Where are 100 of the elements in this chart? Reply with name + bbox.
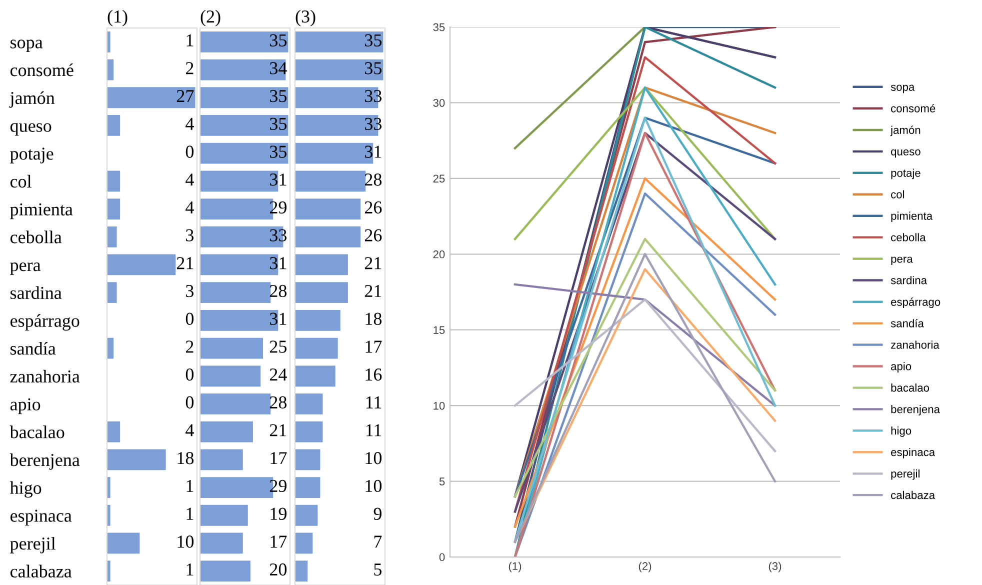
bar (295, 366, 336, 387)
legend-label: cebolla (891, 233, 926, 242)
data-label: 5 (374, 564, 382, 576)
bar (295, 254, 348, 276)
bar (295, 532, 313, 554)
data-label: 4 (186, 424, 194, 436)
bar (295, 394, 323, 414)
data-label: 21 (270, 424, 286, 436)
bar (200, 532, 243, 554)
bar (200, 87, 288, 108)
bar (107, 532, 140, 554)
y-tick-label: 20 (433, 250, 445, 258)
data-label: 10 (366, 480, 382, 492)
data-label: 11 (366, 424, 382, 436)
legend-label: pimienta (891, 212, 933, 222)
data-label: 0 (186, 312, 194, 325)
y-tick-label: queso (10, 123, 52, 136)
legend-label: higo (891, 426, 912, 437)
data-label: 27 (176, 90, 194, 102)
bar (107, 31, 110, 52)
data-label: 26 (364, 201, 382, 214)
legend-label: berenjena (891, 405, 940, 416)
bar (107, 449, 166, 470)
legend-label: sandía (890, 319, 924, 328)
data-label: 26 (364, 229, 382, 242)
bar (107, 115, 120, 136)
bar (200, 366, 261, 387)
bar (200, 338, 264, 359)
chart-title: (1) (108, 10, 128, 26)
data-label: 4 (186, 201, 194, 214)
data-label: 35 (270, 90, 287, 102)
data-label: 10 (178, 536, 194, 548)
y-tick-label: bacalao (10, 426, 64, 438)
bar (107, 226, 117, 248)
y-tick-label: col (10, 174, 32, 188)
x-tick-label: (2) (638, 562, 652, 572)
data-label: 17 (270, 536, 287, 548)
bar (200, 394, 271, 414)
data-label: 1 (186, 480, 194, 492)
data-label: 25 (270, 340, 287, 353)
data-label: 18 (366, 312, 382, 325)
bar (295, 282, 348, 304)
x-tick-label: (1) (508, 562, 522, 572)
bar (295, 477, 320, 498)
bar (200, 59, 286, 80)
y-tick-label: espárrago (10, 314, 80, 331)
legend-label: zanahoria (891, 340, 940, 349)
y-tick-label: zanahoria (10, 370, 80, 383)
bar (295, 226, 361, 248)
data-label: 0 (186, 368, 194, 381)
data-label: 24 (270, 368, 287, 380)
legend-label: espinaca (891, 448, 936, 458)
chart-title: (2) (200, 10, 220, 26)
bar (107, 560, 110, 582)
data-label: 21 (364, 284, 382, 297)
legend-label: pera (891, 256, 913, 265)
legend-label: calabaza (891, 490, 936, 500)
y-tick-label: apio (10, 398, 40, 414)
bar (200, 560, 250, 582)
legend-label: jamón (890, 126, 920, 136)
data-label: 1 (186, 34, 194, 46)
data-label: 19 (270, 508, 286, 520)
y-tick-label: 10 (434, 402, 445, 410)
y-tick-label: 15 (434, 326, 445, 334)
y-tick-label: higo (10, 481, 42, 498)
bar (295, 560, 308, 582)
y-tick-label: sandía (10, 342, 56, 355)
data-label: 7 (374, 536, 382, 548)
data-label: 21 (176, 257, 194, 270)
bar (295, 310, 340, 331)
data-label: 35 (270, 34, 287, 46)
y-tick-label: pera (10, 262, 41, 275)
bar (200, 504, 248, 526)
y-tick-label: perejil (10, 536, 56, 554)
bar (295, 198, 361, 220)
bar (107, 170, 120, 192)
data-label: 3 (186, 229, 194, 242)
y-tick-label: sardina (10, 286, 62, 300)
bar (200, 449, 243, 470)
data-label: 35 (365, 62, 382, 74)
bar (200, 31, 288, 52)
bar (200, 282, 271, 304)
bar (295, 421, 323, 442)
data-label: 17 (270, 452, 287, 464)
y-tick-label: calabaza (10, 564, 72, 578)
legend-label: espárrago (891, 298, 940, 308)
x-tick-label: (3) (768, 562, 782, 572)
data-label: 1 (186, 563, 194, 576)
data-label: 11 (366, 396, 382, 408)
bar (295, 449, 320, 470)
data-label: 1 (186, 508, 194, 520)
data-label: 28 (270, 284, 287, 298)
legend-label: sardina (890, 276, 928, 284)
data-label: 29 (270, 480, 286, 492)
data-label: 21 (364, 257, 382, 270)
data-label: 35 (270, 118, 287, 130)
data-label: 2 (186, 62, 194, 74)
bar (107, 421, 120, 442)
y-tick-label: jamón (9, 91, 55, 108)
data-label: 4 (186, 118, 194, 130)
